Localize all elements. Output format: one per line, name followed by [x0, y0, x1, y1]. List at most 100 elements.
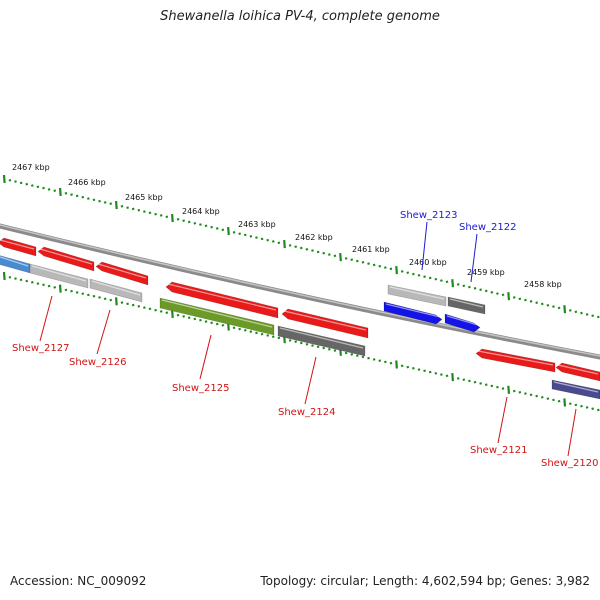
outer-tick: [546, 303, 550, 307]
outer-tick: [512, 296, 516, 299]
outer-tick: [159, 214, 163, 217]
outer-tick: [25, 182, 29, 186]
gene-label[interactable]: Shew_2125: [172, 383, 229, 394]
inner-tick: [585, 406, 589, 409]
inner-tick: [126, 302, 129, 306]
inner-tick: [456, 377, 460, 380]
gene-label-connector: [304, 356, 317, 405]
inner-tick: [361, 355, 365, 359]
scale-tick-label: 2458 kbp: [524, 280, 562, 289]
accession-text: Accession: NC_009092: [10, 574, 147, 588]
gene-label[interactable]: Shew_2126: [69, 357, 126, 368]
outer-tick: [299, 246, 303, 250]
outer-tick: [182, 219, 185, 222]
gene-label-connectors: [39, 221, 577, 457]
outer-tick: [283, 240, 286, 249]
inner-tick: [19, 278, 23, 282]
outer-tick: [529, 300, 533, 303]
gene-feature-highlight: [449, 298, 484, 308]
scale-tick-label: 2466 kbp: [68, 178, 106, 187]
genome-backbone: [0, 223, 600, 360]
gene-label[interactable]: Shew_2122: [459, 222, 516, 233]
outer-tick: [412, 272, 415, 276]
inner-tick: [148, 307, 152, 311]
gene-feature-highlight: [557, 364, 599, 375]
outer-tick: [227, 226, 230, 236]
gene-label[interactable]: Shew_2121: [470, 445, 527, 456]
gene-feature-highlight: [477, 350, 554, 366]
outer-tick: [344, 257, 348, 260]
gene-feature-highlight: [385, 303, 441, 318]
gene-label[interactable]: Shew_2124: [278, 407, 335, 418]
inner-tick: [182, 315, 185, 318]
gene-label[interactable]: Shew_2127: [12, 343, 69, 354]
outer-tick: [468, 285, 471, 289]
outer-tick: [350, 258, 354, 262]
inner-tick: [568, 402, 572, 405]
inner-tick: [114, 297, 118, 306]
inner-tick: [490, 384, 494, 388]
inner-tick: [451, 373, 454, 382]
gene-label-connector: [497, 396, 508, 444]
outer-tick: [372, 263, 376, 267]
inner-tick: [535, 394, 539, 398]
inner-tick: [305, 342, 309, 346]
inner-tick: [36, 282, 40, 285]
gene-feature: [0, 237, 37, 257]
inner-tick: [434, 372, 438, 375]
outer-tick: [596, 315, 600, 319]
outer-tick: [400, 270, 404, 273]
inner-tick: [120, 301, 124, 304]
outer-tick: [120, 205, 124, 208]
gene-feature-highlight: [389, 286, 445, 300]
inner-tick: [484, 383, 488, 387]
inner-tick: [563, 398, 567, 407]
outer-tick: [568, 309, 572, 312]
outer-tick-track: [2, 174, 600, 319]
inner-tick: [333, 349, 337, 352]
inner-tick: [350, 353, 354, 356]
scale-tick-label: 2463 kbp: [238, 220, 276, 229]
inner-tick: [288, 339, 292, 342]
outer-tick: [199, 223, 202, 226]
outer-tick: [473, 287, 477, 290]
outer-tick: [333, 254, 337, 258]
inner-tick: [327, 348, 331, 351]
outer-tick: [305, 247, 309, 251]
inner-tick: [277, 336, 281, 340]
gene-label-connector: [39, 295, 53, 342]
inner-tick: [30, 281, 34, 284]
outer-tick: [574, 310, 578, 314]
outer-tick: [339, 253, 342, 262]
inner-tick: [596, 408, 600, 412]
scale-tick-label: 2459 kbp: [467, 268, 505, 277]
outer-tick: [215, 227, 219, 230]
backbone-highlight: [0, 224, 600, 357]
inner-tick: [58, 284, 62, 293]
inner-tick: [87, 293, 90, 297]
outer-tick: [8, 178, 12, 182]
inner-tick: [591, 407, 595, 411]
outer-tick: [64, 192, 68, 195]
inner-tick: [103, 297, 107, 301]
outer-tick: [378, 264, 382, 268]
inner-tick: [512, 389, 516, 393]
gene-feature: [281, 308, 369, 339]
outer-tick: [126, 206, 129, 209]
outer-tick: [114, 200, 118, 210]
outer-tick: [75, 194, 79, 198]
inner-tick: [406, 365, 410, 369]
gene-label[interactable]: Shew_2123: [400, 210, 457, 221]
outer-tick: [70, 193, 73, 196]
inner-tick: [299, 341, 303, 345]
outer-tick: [2, 174, 6, 184]
outer-tick: [389, 267, 393, 271]
outer-tick: [210, 225, 213, 229]
outer-tick: [361, 261, 365, 264]
outer-tick: [171, 213, 174, 223]
inner-tick: [428, 370, 432, 374]
gene-label[interactable]: Shew_2120: [541, 458, 598, 469]
inner-tick: [507, 385, 511, 394]
outer-tick: [316, 250, 320, 254]
